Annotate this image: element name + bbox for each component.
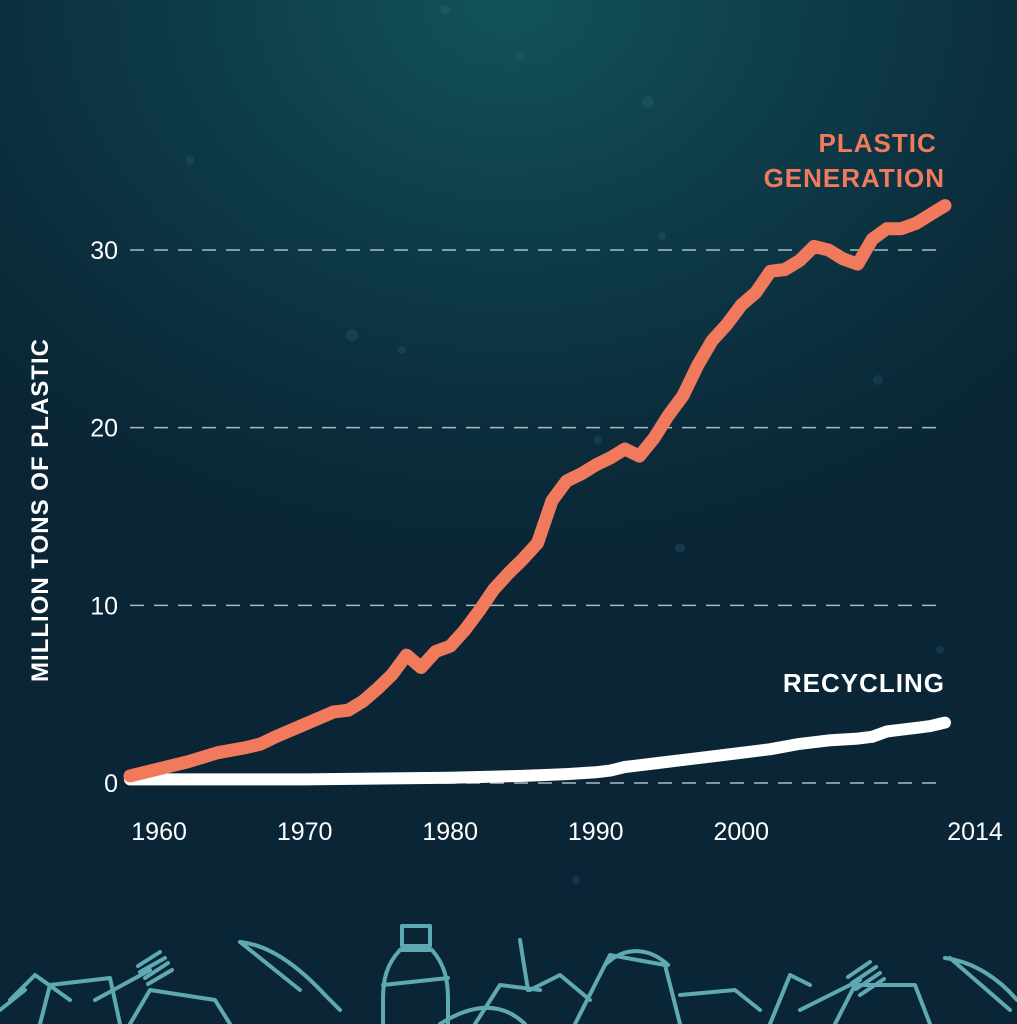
y-tick-label: 20 — [90, 415, 118, 443]
x-tick-label: 1960 — [131, 818, 187, 846]
y-tick-label: 10 — [90, 592, 118, 620]
recycling-label: RECYCLING — [783, 668, 945, 698]
y-axis-title: MILLION TONS OF PLASTIC — [27, 338, 54, 682]
plastic-generation-line — [123, 199, 952, 783]
series-lines — [123, 199, 952, 786]
x-tick-label: 1990 — [568, 818, 624, 846]
recycling-line — [124, 716, 951, 786]
plastic-litter-illustration — [0, 924, 1017, 1024]
gridlines — [130, 249, 945, 784]
x-tick-label: 1980 — [422, 818, 478, 846]
x-tick-label: 1970 — [277, 818, 333, 846]
y-tick-label: 30 — [90, 237, 118, 265]
plastic-generation-label-line-2: GENERATION — [764, 163, 945, 193]
y-tick-labels: 0 10 20 30 — [90, 237, 118, 798]
y-tick-label: 0 — [104, 770, 118, 798]
x-tick-label: 2014 — [947, 818, 1003, 846]
background-bubbles — [186, 5, 944, 884]
x-tick-label: 2000 — [713, 818, 769, 846]
plastic-generation-label-line-1: PLASTIC — [819, 128, 937, 158]
plastic-generation-label: PLASTIC GENERATION — [764, 128, 945, 193]
x-tick-labels: 1960 1970 1980 1990 2000 2014 — [131, 818, 1003, 846]
